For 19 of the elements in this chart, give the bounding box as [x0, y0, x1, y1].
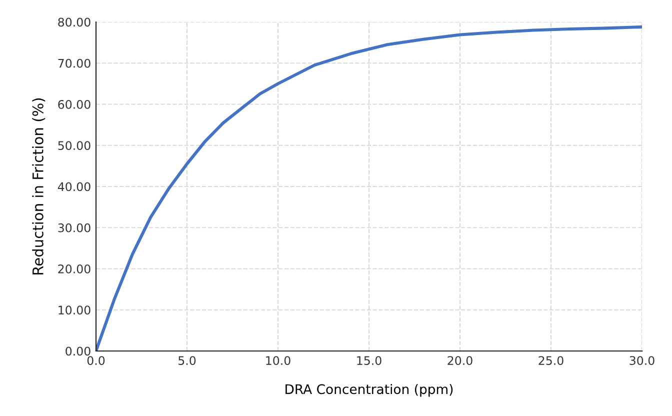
x-tick-label: 20.0 [448, 356, 472, 365]
x-tick-label: 30.0 [630, 356, 654, 365]
x-tick-label: 5.0 [178, 356, 196, 365]
y-tick-label: 70.00 [58, 58, 90, 68]
x-tick-label: 0.0 [87, 356, 105, 365]
y-tick-label: 0.00 [66, 346, 90, 356]
y-axis-title: Reduction in Friction (%) [32, 98, 46, 274]
line-series [96, 25, 642, 351]
x-tick-label: 10.0 [266, 356, 290, 365]
y-tick-label: 10.00 [58, 306, 90, 315]
y-tick-label: 40.00 [58, 182, 90, 192]
y-tick-label: 50.00 [58, 141, 90, 150]
x-tick-label: 25.0 [538, 356, 564, 365]
y-tick-label: 20.00 [58, 264, 90, 274]
y-tick-label: 80.00 [58, 18, 90, 27]
y-tick-label: 30.00 [58, 223, 90, 232]
x-tick-label: 15.0 [357, 356, 382, 365]
y-tick-label: 60.00 [58, 100, 90, 109]
x-axis-title: DRA Concentration (ppm) [286, 384, 453, 397]
